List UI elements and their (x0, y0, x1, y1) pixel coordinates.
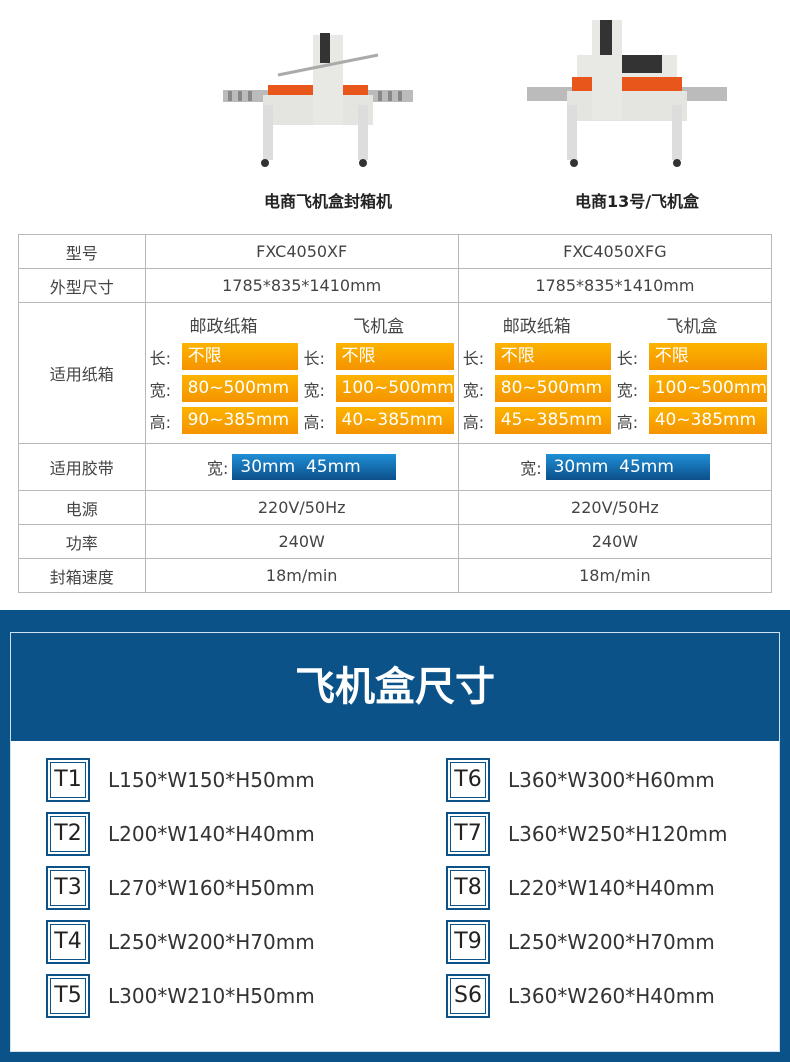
size-item: T2 L200*W140*H40mm (46, 812, 315, 856)
row-carton: 适用纸箱 邮政纸箱 飞机盒 长: 不限 长: 不限 宽: 80~500mm 宽: 100~… (18, 302, 773, 444)
size-dimensions: L300*W210*H50mm (108, 984, 315, 1008)
size-code-badge: T9 (446, 920, 490, 964)
row-power-supply: 电源 220V/50Hz 220V/50Hz (18, 490, 773, 525)
size-dimensions: L360*W260*H40mm (508, 984, 715, 1008)
size-dimensions: L250*W200*H70mm (108, 930, 315, 954)
size-code-badge: T6 (446, 758, 490, 802)
size-dimensions: L220*W140*H40mm (508, 876, 715, 900)
size-code-badge: T1 (46, 758, 90, 802)
size-dimensions: L250*W200*H70mm (508, 930, 715, 954)
row-speed: 封箱速度 18m/min 18m/min (18, 558, 773, 593)
machine-image-1 (223, 33, 413, 167)
carton-cell-1: 邮政纸箱 飞机盒 长: 不限 长: 不限 宽: 80~500mm 宽: 100~500mm… (144, 302, 459, 444)
machine-image-2 (527, 20, 727, 167)
size-dimensions: L360*W250*H120mm (508, 822, 728, 846)
size-code-badge: T2 (46, 812, 90, 856)
size-item: T8 L220*W140*H40mm (446, 866, 715, 910)
row-power: 功率 240W 240W (18, 524, 773, 559)
size-item: T5 L300*W210*H50mm (46, 974, 315, 1018)
product-name-1: 电商飞机盒封箱机 (263, 192, 392, 211)
size-item: S6 L360*W260*H40mm (446, 974, 715, 1018)
size-code-badge: S6 (446, 974, 490, 1018)
size-item: T6 L360*W300*H60mm (446, 758, 715, 802)
size-item: T1 L150*W150*H50mm (46, 758, 315, 802)
size-code-badge: T8 (446, 866, 490, 910)
size-item: T9 L250*W200*H70mm (446, 920, 715, 964)
sizes-title: 飞机盒尺寸 (11, 633, 779, 741)
product-name-2: 电商13号/飞机盒 (574, 192, 700, 211)
row-tape: 适用胶带 宽: 30mm 45mm 宽: 30mm 45mm (18, 443, 773, 491)
size-code-badge: T7 (446, 812, 490, 856)
size-item: T7 L360*W250*H120mm (446, 812, 727, 856)
size-dimensions: L270*W160*H50mm (108, 876, 315, 900)
size-dimensions: L150*W150*H50mm (108, 768, 315, 792)
size-item: T3 L270*W160*H50mm (46, 866, 315, 910)
row-size: 外型尺寸 1785*835*1410mm 1785*835*1410mm (18, 268, 773, 303)
sizes-section: 飞机盒尺寸 T1 L150*W150*H50mm T2 L200*W140*H40mm… (0, 610, 790, 1062)
size-dimensions: L360*W300*H60mm (508, 768, 715, 792)
spec-table: 型号 FXC4050XF FXC4050XFG 外型尺寸 1785*835*1410m… (18, 234, 773, 593)
carton-cell-2: 邮政纸箱 飞机盒 长: 不限 长: 不限 宽: 80~500mm 宽: 100~500mm… (457, 302, 773, 444)
size-item: T4 L250*W200*H70mm (46, 920, 315, 964)
size-code-badge: T4 (46, 920, 90, 964)
size-code-badge: T3 (46, 866, 90, 910)
row-model: 型号 FXC4050XF FXC4050XFG (18, 234, 773, 269)
size-dimensions: L200*W140*H40mm (108, 822, 315, 846)
size-code-badge: T5 (46, 974, 90, 1018)
